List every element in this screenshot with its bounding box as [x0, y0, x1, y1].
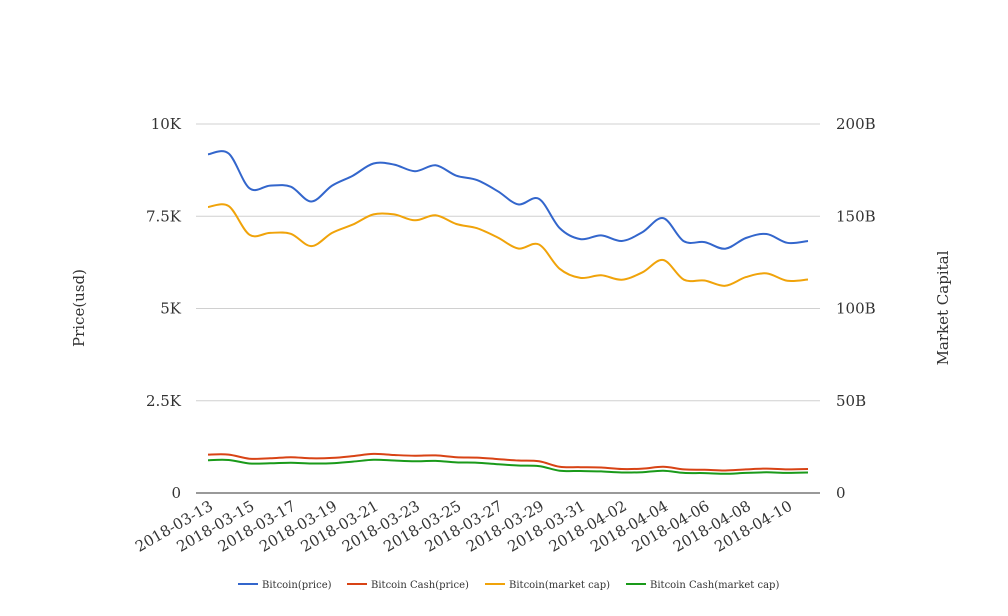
series-line-bitcoin-cash-price: [207, 452, 809, 472]
right-tick-label: 0: [836, 484, 846, 502]
series-line-bitcoin-market-cap: [207, 203, 809, 287]
legend-label-bitcoin-cash-market-cap: Bitcoin Cash(market cap): [650, 580, 779, 591]
x-axis-ticks: 2018-03-132018-03-152018-03-172018-03-19…: [132, 497, 795, 556]
right-axis-ticks: 0 50B 100B 150B 200B: [836, 115, 876, 502]
legend-label-bitcoin-cash-price: Bitcoin Cash(price): [371, 580, 469, 591]
left-tick-label: 7.5K: [146, 207, 182, 225]
gridlines: [196, 123, 820, 494]
series-line-bitcoin-price: [207, 150, 809, 250]
left-axis-title: Price(usd): [70, 269, 88, 347]
series-lines: [207, 150, 809, 475]
legend: Bitcoin(price) Bitcoin Cash(price) Bitcoin…: [238, 580, 779, 591]
legend-label-bitcoin-price: Bitcoin(price): [262, 580, 332, 591]
right-tick-label: 200B: [836, 115, 876, 133]
left-tick-label: 2.5K: [146, 392, 182, 410]
series-line-bitcoin-cash-market-cap: [207, 458, 809, 475]
left-axis-ticks: 0 2.5K 5K 7.5K 10K: [146, 115, 182, 502]
left-tick-label: 10K: [151, 115, 182, 133]
right-tick-label: 150B: [836, 207, 876, 225]
left-tick-label: 5K: [160, 300, 182, 318]
right-axis-title: Market Capital: [934, 250, 952, 365]
right-tick-label: 50B: [836, 392, 866, 410]
right-tick-label: 100B: [836, 300, 876, 318]
legend-label-bitcoin-market-cap: Bitcoin(market cap): [509, 580, 610, 591]
left-tick-label: 0: [171, 484, 181, 502]
